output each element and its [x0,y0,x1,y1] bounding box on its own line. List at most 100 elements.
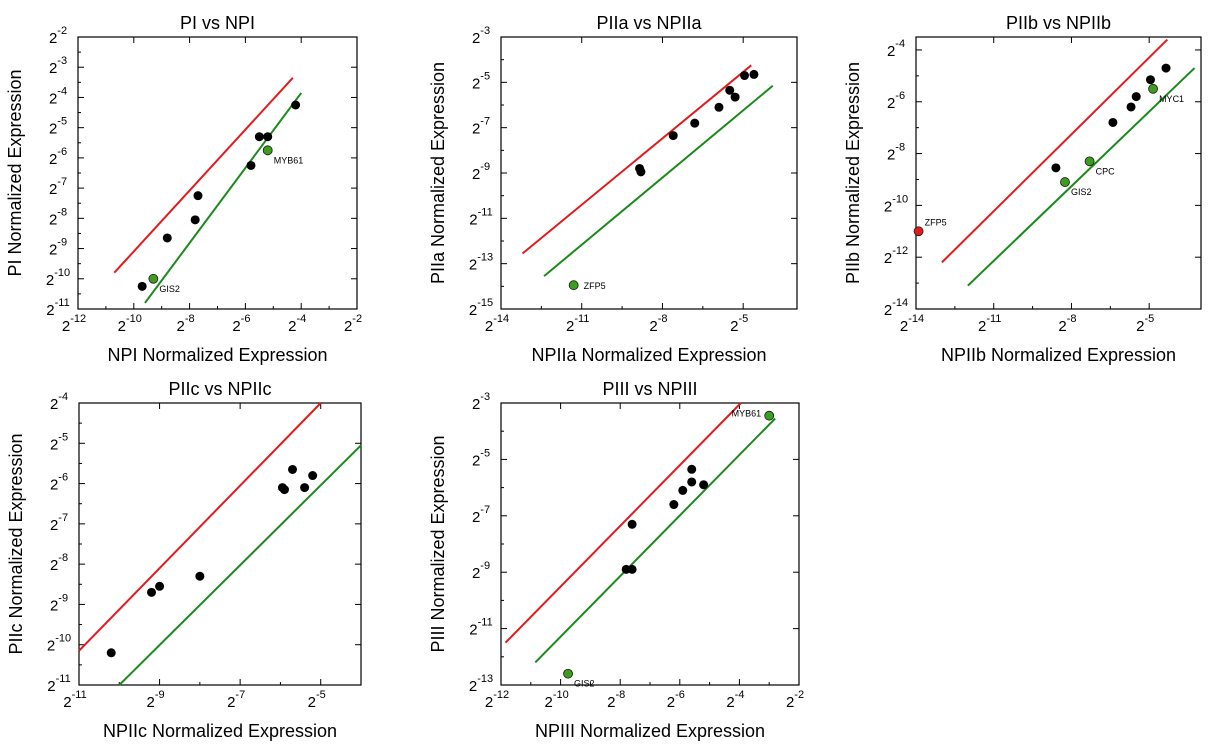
chart-title: PI vs NPI [180,13,255,33]
highlight-point [1084,156,1095,167]
x-axis-label: NPIIc Normalized Expression [103,721,337,741]
data-point [263,132,273,142]
data-point [288,464,298,474]
data-point [668,131,678,141]
upper-threshold-line [78,402,322,652]
y-tick-label: 2-8 [49,206,67,228]
y-tick-label: 2-6 [49,146,67,168]
chart-title: PIIc vs NPIIc [168,379,271,399]
x-tick-label: 2-5 [730,313,748,335]
data-point [740,71,750,81]
x-tick-label: 2-2 [344,313,362,335]
gene-label: GIS2 [574,679,595,689]
x-tick-label: 2-2 [786,689,804,711]
y-tick-label: 2-2 [49,25,67,47]
y-tick-label: 2-3 [49,55,67,77]
data-point [162,233,172,243]
data-point [106,648,116,658]
x-tick-label: 2-12 [62,313,86,335]
y-tick-label: 2-9 [50,592,68,614]
data-point [669,500,679,510]
data-point [190,215,200,225]
y-tick-label: 2-11 [46,297,69,319]
x-axis-label: NPI Normalized Expression [107,345,327,365]
y-tick-label: 2-5 [50,431,68,453]
y-axis-label: PIII Normalized Expression [428,435,448,652]
data-point [627,519,637,529]
x-tick-label: 2-10 [118,313,142,335]
highlight-point [568,280,579,291]
data-point [300,483,310,493]
data-point [1126,102,1136,112]
chart-panel-1: PI vs NPI NPI Normalized Expression PI Nor… [5,13,362,365]
data-point [279,485,289,495]
x-tick-label: 2-14 [485,313,509,335]
x-axis-label: NPIII Normalized Expression [535,721,765,741]
data-point [687,464,697,474]
x-tick-label: 2-11 [566,313,589,335]
x-tick-label: 2-4 [726,689,744,711]
highlight-point [563,668,573,679]
y-tick-label: 2-7 [50,512,68,534]
y-tick-label: 2-5 [472,447,490,469]
chart-panel-3: PIIb vs NPIIb NPIIb Normalized Expression… [843,13,1202,365]
x-tick-label: 2-8 [1058,313,1076,335]
chart-panel-5: PIII vs NPIII NPIII Normalized Expression… [428,379,804,741]
y-tick-label: 2-3 [472,25,490,47]
y-tick-label: 2-11 [469,617,492,639]
gene-label: MYB61 [732,409,762,419]
plot-frame [77,36,358,310]
lower-threshold-line [967,67,1196,287]
lower-threshold-line [534,417,776,664]
y-tick-label: 2-15 [469,297,493,319]
data-point [749,69,759,79]
gene-label: MYB61 [274,155,304,165]
x-tick-label: 2-14 [900,313,924,335]
highlight-point [1148,83,1158,94]
upper-threshold-line [113,77,294,274]
y-tick-label: 2-7 [472,116,490,138]
chart-title: PIIa vs NPIIa [596,13,702,33]
gene-label: GIS2 [159,284,180,294]
data-point [636,167,646,177]
y-tick-label: 2-5 [472,70,490,92]
x-tick-label: 2-11 [978,313,1001,335]
highlight-point [764,410,775,421]
y-tick-label: 2-9 [472,161,490,183]
y-tick-label: 2-10 [46,267,70,289]
x-tick-label: 2-4 [288,313,306,335]
y-axis-label: PIIa Normalized Expression [428,62,448,284]
upper-threshold-line [941,38,1169,264]
data-point [1108,117,1118,127]
x-tick-label: 2-9 [147,689,165,711]
plot-frame [78,402,362,686]
y-tick-label: 2-10 [884,193,908,215]
x-tick-label: 2-5 [308,689,326,711]
y-tick-label: 2-9 [472,560,490,582]
chart-title: PIII vs NPIII [602,379,697,399]
gene-label: MYC1 [1159,94,1184,104]
x-tick-label: 2-8 [177,313,195,335]
data-point [246,160,256,170]
y-tick-label: 2-12 [884,245,908,267]
y-tick-label: 2-7 [472,504,490,526]
lower-threshold-line [118,444,362,686]
y-tick-label: 2-6 [50,472,68,494]
chart-panel-2: PIIa vs NPIIa NPIIa Normalized Expression… [428,13,798,365]
y-tick-label: 2-9 [49,237,67,259]
y-axis-label: PI Normalized Expression [5,69,25,276]
y-tick-label: 2-8 [50,552,68,574]
y-tick-label: 2-14 [884,297,908,319]
gene-label: GIS2 [1071,187,1092,197]
gene-label: ZFP5 [584,281,606,291]
gene-label: ZFP5 [925,217,947,227]
data-point [714,102,724,112]
data-point [725,85,735,95]
highlight-point [913,226,924,237]
y-tick-label: 2-3 [472,391,490,413]
y-tick-label: 2-13 [469,252,493,274]
data-point [308,471,318,481]
x-tick-label: 2-7 [227,689,245,711]
data-point [195,571,205,581]
